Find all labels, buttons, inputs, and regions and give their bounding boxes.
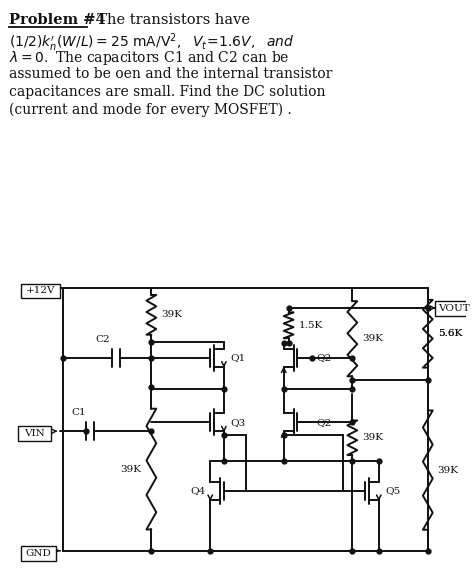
Text: capacitances are small. Find the DC solution: capacitances are small. Find the DC solu…: [9, 85, 326, 99]
Text: $\lambda = 0.$ The capacitors C1 and C2 can be: $\lambda = 0.$ The capacitors C1 and C2 …: [9, 49, 290, 67]
Text: The transistors have: The transistors have: [88, 13, 250, 27]
FancyBboxPatch shape: [18, 426, 51, 441]
Text: 39K: 39K: [362, 334, 383, 343]
FancyBboxPatch shape: [21, 546, 56, 561]
Text: 39K: 39K: [438, 466, 459, 475]
Text: VOUT: VOUT: [438, 304, 470, 314]
Text: 39K: 39K: [161, 310, 182, 319]
Text: 39K: 39K: [120, 465, 142, 474]
Text: 5.6K: 5.6K: [438, 329, 462, 339]
Text: $(1/2)k_n'(W/L) = 25\ \mathrm{mA/V^2},\ \ V_t\!=\!1.6V,\ \ and$: $(1/2)k_n'(W/L) = 25\ \mathrm{mA/V^2},\ …: [9, 31, 295, 54]
Text: 39K: 39K: [362, 433, 383, 442]
Text: assumed to be oen and the internal transistor: assumed to be oen and the internal trans…: [9, 67, 333, 81]
Text: Problem #4: Problem #4: [9, 13, 106, 27]
Text: Q1: Q1: [231, 353, 246, 362]
Text: C1: C1: [72, 408, 86, 417]
Text: Q2: Q2: [316, 353, 331, 362]
FancyBboxPatch shape: [21, 283, 60, 298]
Text: +12V: +12V: [26, 286, 55, 295]
Text: Q4: Q4: [190, 486, 205, 495]
Text: C2: C2: [95, 335, 109, 344]
FancyBboxPatch shape: [435, 302, 474, 316]
Text: GND: GND: [26, 549, 52, 558]
Text: Q2: Q2: [316, 418, 331, 427]
Text: (current and mode for every MOSFET) .: (current and mode for every MOSFET) .: [9, 103, 292, 117]
Text: Q3: Q3: [231, 418, 246, 427]
Text: 1.5K: 1.5K: [299, 321, 323, 330]
Text: VIN: VIN: [24, 429, 45, 438]
Text: Q5: Q5: [386, 486, 401, 495]
Text: 5.6K: 5.6K: [438, 329, 462, 339]
